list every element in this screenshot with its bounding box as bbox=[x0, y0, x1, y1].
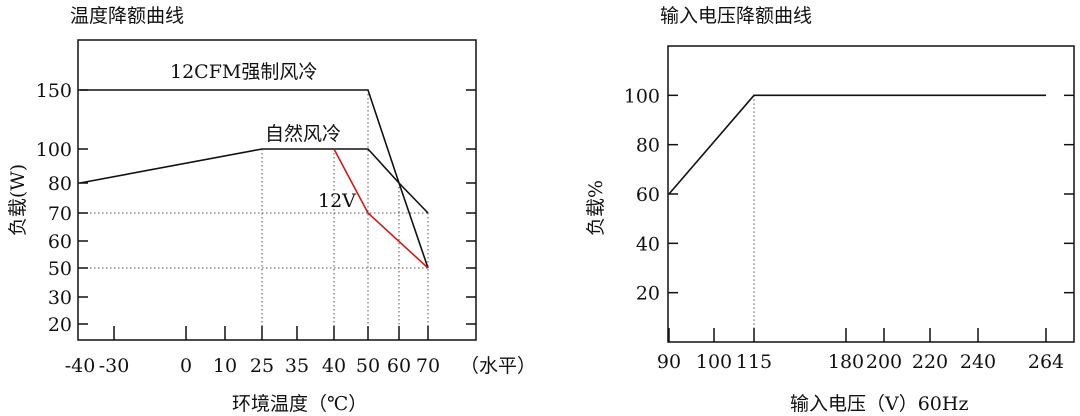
x-tick-label: 60 bbox=[387, 355, 411, 377]
plot-frame bbox=[667, 45, 1075, 343]
y-tick-label: 40 bbox=[636, 233, 660, 255]
x-tick-label: 200 bbox=[866, 351, 902, 373]
y-tick-label: 100 bbox=[36, 139, 72, 161]
x-axis-unit-note: （水平） bbox=[460, 355, 536, 377]
x-tick-label: 0 bbox=[180, 355, 192, 377]
y-tick-label: 30 bbox=[48, 287, 72, 309]
y-tick-label: 20 bbox=[636, 283, 660, 305]
chart-title: 温度降额曲线 bbox=[70, 5, 184, 27]
y-axis-label: 负载% bbox=[585, 180, 607, 236]
x-axis-label: 输入电压（V）60Hz bbox=[790, 393, 968, 415]
x-tick-label: -40 bbox=[65, 355, 96, 377]
series-line bbox=[80, 89, 429, 214]
series-group bbox=[79, 89, 429, 269]
y-tick-label: 20 bbox=[48, 314, 72, 336]
x-axis-label: 环境温度（℃） bbox=[232, 393, 367, 415]
series-label-forced-air: 12CFM强制风冷 bbox=[170, 61, 317, 83]
y-tick-label: 150 bbox=[36, 80, 72, 102]
x-tick-label: 35 bbox=[285, 355, 309, 377]
series-line bbox=[668, 94, 1046, 195]
series-label-natural-convection: 自然风冷 bbox=[265, 123, 341, 145]
x-tick-label: 240 bbox=[960, 351, 996, 373]
y-tick-label: 50 bbox=[48, 258, 72, 280]
y-axis-label: 负载(W) bbox=[7, 164, 29, 236]
x-tick-label: 264 bbox=[1028, 351, 1064, 373]
x-tick-label: 70 bbox=[416, 355, 440, 377]
y-tick-label: 80 bbox=[48, 173, 72, 195]
y-tick-label: 60 bbox=[636, 184, 660, 206]
y-tick-label: 70 bbox=[48, 203, 72, 225]
plot-frame bbox=[77, 39, 477, 341]
x-tick-label: 40 bbox=[322, 355, 346, 377]
series-line bbox=[333, 148, 429, 269]
x-tick-label: 10 bbox=[213, 355, 237, 377]
x-tick-label: 50 bbox=[356, 355, 380, 377]
y-axis-ticks: 20 30 50 60 70 80 100 150 bbox=[36, 80, 476, 336]
x-tick-label: 100 bbox=[696, 351, 732, 373]
y-tick-label: 60 bbox=[48, 231, 72, 253]
series-line bbox=[79, 148, 429, 269]
x-tick-label: 220 bbox=[912, 351, 948, 373]
chart-title: 输入电压降额曲线 bbox=[660, 5, 812, 27]
x-tick-label: 180 bbox=[828, 351, 864, 373]
series-label-12v: 12V bbox=[318, 190, 356, 212]
y-tick-label: 80 bbox=[636, 135, 660, 157]
x-axis-ticks: 90 100 115 180 200 220 240 264 bbox=[657, 328, 1064, 373]
x-tick-label: -30 bbox=[99, 355, 130, 377]
y-axis-ticks: 20 40 60 80 100 bbox=[624, 85, 1074, 305]
x-axis-ticks: -40 -30 0 10 25 35 40 50 60 70 bbox=[65, 326, 440, 377]
x-tick-label: 90 bbox=[657, 351, 681, 373]
x-tick-label: 25 bbox=[250, 355, 274, 377]
guide-lines bbox=[78, 90, 429, 340]
series-group bbox=[668, 94, 1046, 195]
x-tick-label: 115 bbox=[736, 351, 772, 373]
y-tick-label: 100 bbox=[624, 85, 660, 107]
